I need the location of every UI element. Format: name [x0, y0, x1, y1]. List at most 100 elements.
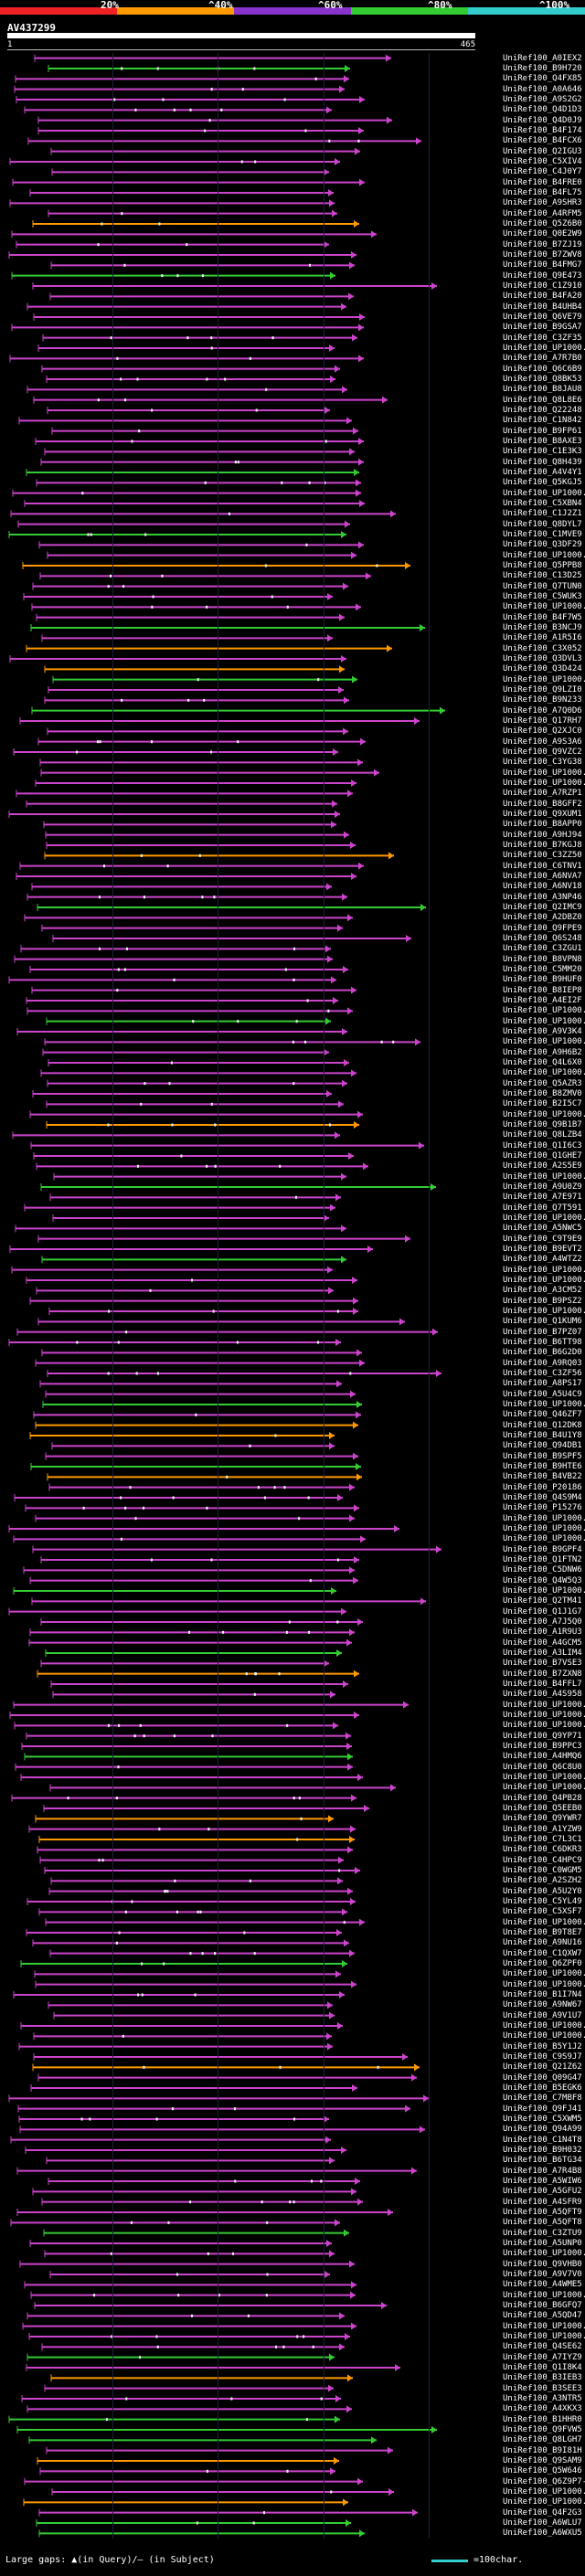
- hit-label[interactable]: UniRef100_Q5KGJ5: [503, 478, 582, 488]
- hit-label[interactable]: UniRef100_B9N233: [503, 695, 582, 705]
- hit-label[interactable]: UniRef100_A3NP46: [503, 892, 582, 902]
- hit-label[interactable]: UniRef100_Q94DB1: [503, 1441, 582, 1451]
- hit-label[interactable]: UniRef100_Q1FTN2: [503, 1555, 582, 1564]
- hit-label[interactable]: UniRef100_Q9VZC2: [503, 747, 582, 757]
- hit-label[interactable]: UniRef100_B8VPN8: [503, 954, 582, 964]
- hit-label[interactable]: UniRef100_B4U1Y8: [503, 1431, 582, 1440]
- hit-label[interactable]: UniRef100_A4V4Y1: [503, 468, 582, 477]
- hit-label[interactable]: UniRef100_Q6Z9P7-2: [503, 2476, 585, 2486]
- hit-label[interactable]: UniRef100_Q9FVW5: [503, 2425, 582, 2434]
- hit-label[interactable]: UniRef100_B9H032: [503, 2146, 582, 2155]
- hit-label[interactable]: UniRef100_Q9YWR7: [503, 1814, 582, 1824]
- hit-label[interactable]: UniRef100_B9HUF0: [503, 975, 582, 985]
- hit-label[interactable]: UniRef100_Q21Z62: [503, 2062, 582, 2072]
- hit-label[interactable]: UniRef100_UP1000...: [503, 1721, 585, 1731]
- hit-label[interactable]: UniRef100_C5XIV4: [503, 157, 582, 166]
- hit-label[interactable]: UniRef100_B1I7N4: [503, 1990, 582, 1999]
- hit-label[interactable]: UniRef100_Q9B1B7: [503, 1120, 582, 1129]
- hit-label[interactable]: UniRef100_B7ZJ19: [503, 239, 582, 249]
- hit-label[interactable]: UniRef100_B6TG34: [503, 2156, 582, 2166]
- hit-label[interactable]: UniRef100_B7VSE3: [503, 1659, 582, 1669]
- hit-label[interactable]: UniRef100_UP1000...: [503, 1214, 585, 1223]
- hit-label[interactable]: UniRef100_UP1000...: [503, 2290, 585, 2300]
- hit-label[interactable]: UniRef100_Q0E2W9: [503, 229, 582, 239]
- hit-label[interactable]: UniRef100_A6NVA7: [503, 872, 582, 881]
- hit-label[interactable]: UniRef100_C3ZF35: [503, 333, 582, 343]
- hit-label[interactable]: UniRef100_UP1000...: [503, 2031, 585, 2041]
- hit-label[interactable]: UniRef100_B8GFF2: [503, 799, 582, 809]
- hit-label[interactable]: UniRef100_C3ZGU1: [503, 944, 582, 954]
- hit-label[interactable]: UniRef100_A4EI2F: [503, 996, 582, 1005]
- hit-label[interactable]: UniRef100_C3ZZ50: [503, 851, 582, 861]
- hit-label[interactable]: UniRef100_Q9LZI0: [503, 685, 582, 694]
- hit-label[interactable]: UniRef100_B7PZ07: [503, 1327, 582, 1337]
- hit-label[interactable]: UniRef100_A4RFM5: [503, 208, 582, 218]
- hit-label[interactable]: UniRef100_B9PPC3: [503, 1742, 582, 1751]
- hit-label[interactable]: UniRef100_UP1000...: [503, 1276, 585, 1285]
- hit-label[interactable]: UniRef100_C13D25: [503, 571, 582, 581]
- hit-label[interactable]: UniRef100_B3IEB3: [503, 2373, 582, 2383]
- hit-label[interactable]: UniRef100_A1R5I6: [503, 633, 582, 643]
- hit-label[interactable]: UniRef100_UP1000...: [503, 1307, 585, 1316]
- hit-label[interactable]: UniRef100_P20186: [503, 1482, 582, 1492]
- hit-label[interactable]: UniRef100_C1MVE9: [503, 530, 582, 539]
- hit-label[interactable]: UniRef100_A7RZP1: [503, 789, 582, 799]
- hit-label[interactable]: UniRef100_UP1000...: [503, 1586, 585, 1595]
- hit-label[interactable]: UniRef100_C6TNV1: [503, 861, 582, 871]
- hit-label[interactable]: UniRef100_A7E971: [503, 1193, 582, 1203]
- hit-label[interactable]: UniRef100_B7ZXN8: [503, 1669, 582, 1679]
- hit-label[interactable]: UniRef100_Q4L6X0: [503, 1058, 582, 1067]
- hit-label[interactable]: UniRef100_Q2XJC0: [503, 726, 582, 737]
- hit-label[interactable]: UniRef100_C5XSF7: [503, 1907, 582, 1917]
- hit-label[interactable]: UniRef100_B4FRE0: [503, 177, 582, 187]
- hit-label[interactable]: UniRef100_Q12DK8: [503, 1420, 582, 1430]
- hit-label[interactable]: UniRef100_Q3DVL3: [503, 654, 582, 663]
- hit-label[interactable]: UniRef100_A7R4B8: [503, 2166, 582, 2176]
- hit-label[interactable]: UniRef100_A9SHR3: [503, 198, 582, 208]
- hit-label[interactable]: UniRef100_A9NU16: [503, 1938, 582, 1948]
- hit-label[interactable]: UniRef100_B8JAU8: [503, 385, 582, 395]
- hit-label[interactable]: UniRef100_A2SZH2: [503, 1876, 582, 1886]
- hit-label[interactable]: UniRef100_UP1000...: [503, 1773, 585, 1782]
- hit-label[interactable]: UniRef100_UP1000...: [503, 1400, 585, 1409]
- hit-label[interactable]: UniRef100_UP1000...: [503, 1068, 585, 1078]
- hit-label[interactable]: UniRef100_B4FA20: [503, 292, 582, 302]
- hit-label[interactable]: UniRef100_Q2TM41: [503, 1596, 582, 1606]
- hit-label[interactable]: UniRef100_UP1000...: [503, 768, 585, 778]
- hit-label[interactable]: UniRef100_Q17RH7: [503, 716, 582, 726]
- hit-label[interactable]: UniRef100_B9GPF4: [503, 1544, 582, 1554]
- hit-label[interactable]: UniRef100_B9HTE6: [503, 1462, 582, 1471]
- hit-label[interactable]: UniRef100_A0IEX2: [503, 53, 582, 63]
- hit-label[interactable]: UniRef100_B4FCX6: [503, 136, 582, 146]
- hit-label[interactable]: UniRef100_UP1000...: [503, 2487, 585, 2496]
- hit-label[interactable]: UniRef100_A5QFT8: [503, 2218, 582, 2228]
- hit-label[interactable]: UniRef100_UP1000...: [503, 344, 585, 353]
- hit-label[interactable]: UniRef100_A0A646: [503, 84, 582, 94]
- hit-label[interactable]: UniRef100_A9S2G2: [503, 95, 582, 104]
- hit-label[interactable]: UniRef100_C6DKR3: [503, 1845, 582, 1855]
- hit-label[interactable]: UniRef100_UP1000...: [503, 1109, 585, 1119]
- hit-label[interactable]: UniRef100_UP1000...: [503, 488, 585, 498]
- hit-label[interactable]: UniRef100_Q4PB28: [503, 1793, 582, 1803]
- hit-label[interactable]: UniRef100_A9RQ03: [503, 1358, 582, 1368]
- hit-label[interactable]: UniRef100_B6TT98: [503, 1338, 582, 1347]
- hit-label[interactable]: UniRef100_Q4D0J9: [503, 115, 582, 125]
- hit-label[interactable]: UniRef100_UP1000...: [503, 1711, 585, 1720]
- hit-label[interactable]: UniRef100_B9FP61: [503, 426, 582, 436]
- hit-label[interactable]: UniRef100_Q7T591: [503, 1203, 582, 1213]
- hit-label[interactable]: UniRef100_Q5Z6B0: [503, 219, 582, 228]
- hit-label[interactable]: UniRef100_Q9FJ41: [503, 2104, 582, 2114]
- hit-label[interactable]: UniRef100_C3ZTU9: [503, 2228, 582, 2238]
- hit-label[interactable]: UniRef100_A6WLU7: [503, 2518, 582, 2528]
- hit-label[interactable]: UniRef100_B4F174: [503, 126, 582, 135]
- hit-label[interactable]: UniRef100_A9V7V0: [503, 2270, 582, 2279]
- hit-label[interactable]: UniRef100_UP1000...: [503, 550, 585, 560]
- hit-label[interactable]: UniRef100_Q4FX85: [503, 74, 582, 84]
- hit-label[interactable]: UniRef100_C7L3C1: [503, 1835, 582, 1844]
- hit-label[interactable]: UniRef100_C1QXW7: [503, 1948, 582, 1958]
- hit-label[interactable]: UniRef100_B6G2D0: [503, 1348, 582, 1358]
- hit-label[interactable]: UniRef100_A3LIM4: [503, 1648, 582, 1658]
- hit-label[interactable]: UniRef100_A6WXU5: [503, 2528, 582, 2539]
- hit-label[interactable]: UniRef100_A2DBZ0: [503, 913, 582, 923]
- hit-label[interactable]: UniRef100_C1N4T8: [503, 2135, 582, 2145]
